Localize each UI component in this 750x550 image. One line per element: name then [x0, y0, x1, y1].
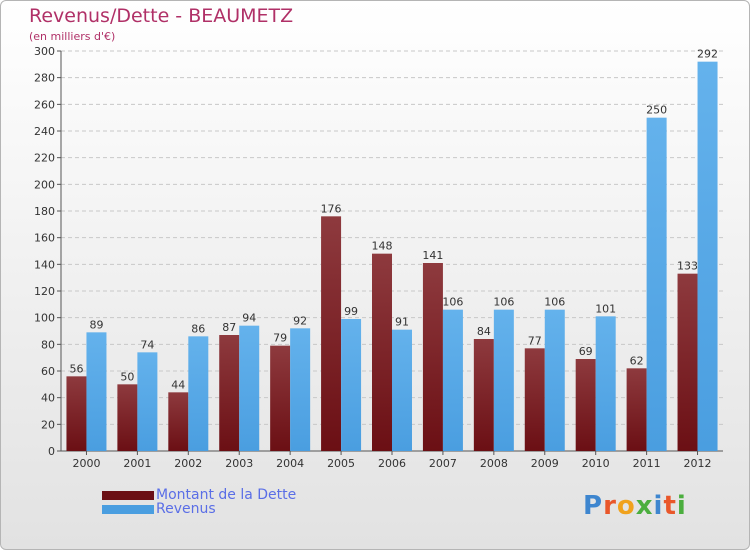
data-label-revenue: 250	[646, 104, 667, 117]
x-tick-label: 2012	[684, 457, 712, 470]
data-label-debt: 69	[579, 345, 593, 358]
bar-debt	[524, 348, 545, 451]
y-tick-label: 200	[34, 178, 55, 191]
bar-debt	[372, 253, 392, 451]
data-label-debt: 176	[321, 202, 342, 215]
logo-letter: o	[616, 491, 636, 521]
y-tick-label: 120	[34, 285, 55, 298]
logo-letter: i	[653, 491, 664, 521]
bar-revenue	[341, 319, 362, 451]
bar-revenue	[137, 352, 158, 451]
data-label-debt: 141	[422, 249, 443, 262]
data-label-revenue: 106	[442, 296, 463, 309]
legend-swatch-revenue	[102, 504, 154, 514]
data-label-revenue: 74	[140, 338, 154, 351]
legend-label-revenue: Revenus	[156, 501, 216, 517]
y-tick-label: 60	[41, 365, 55, 378]
logo-letter: P	[583, 491, 604, 521]
bar-debt	[422, 263, 443, 451]
x-tick-label: 2007	[429, 457, 457, 470]
y-tick-label: 240	[34, 125, 55, 138]
y-tick-label: 280	[34, 72, 55, 85]
data-label-debt: 56	[69, 362, 83, 375]
y-tick-label: 80	[41, 338, 55, 351]
bar-debt	[677, 273, 698, 451]
data-label-debt: 50	[120, 370, 134, 383]
bar-revenue	[493, 309, 514, 451]
proxiti-logo: Proxiti	[583, 491, 687, 521]
data-label-debt: 133	[677, 260, 698, 273]
y-tick-label: 0	[48, 445, 55, 458]
y-tick-label: 300	[34, 45, 55, 58]
bar-revenue	[188, 336, 209, 451]
bar-debt	[321, 216, 342, 451]
data-label-revenue: 292	[697, 48, 718, 61]
bar-debt	[117, 384, 138, 451]
y-tick-label: 180	[34, 205, 55, 218]
data-label-revenue: 106	[493, 296, 514, 309]
data-label-revenue: 86	[191, 322, 205, 335]
x-tick-label: 2009	[531, 457, 559, 470]
legend-label-debt: Montant de la Dette	[156, 487, 297, 503]
logo-letter: r	[603, 491, 617, 521]
data-label-debt: 79	[273, 332, 287, 345]
data-label-revenue: 92	[293, 314, 307, 327]
bar-debt	[270, 345, 291, 451]
data-label-debt: 148	[372, 240, 393, 253]
bar-revenue	[86, 332, 107, 451]
bar-debt	[626, 368, 647, 451]
bar-revenue	[544, 309, 565, 451]
bar-revenue	[239, 325, 260, 451]
x-tick-label: 2003	[225, 457, 253, 470]
y-tick-label: 140	[34, 258, 55, 271]
legend-swatch-debt	[102, 490, 154, 500]
data-label-revenue: 89	[89, 318, 103, 331]
data-label-debt: 87	[222, 321, 236, 334]
x-tick-label: 2002	[174, 457, 202, 470]
data-label-debt: 77	[528, 334, 542, 347]
y-tick-label: 20	[41, 418, 55, 431]
x-tick-label: 2010	[582, 457, 610, 470]
bar-revenue	[442, 309, 463, 451]
chart-subtitle: (en milliers d'€)	[29, 30, 116, 43]
bar-debt	[168, 392, 189, 451]
bar-debt	[575, 359, 596, 451]
bar-revenue	[697, 61, 718, 452]
bar-revenue	[646, 117, 667, 452]
y-tick-label: 100	[34, 312, 55, 325]
y-tick-label: 260	[34, 98, 55, 111]
data-label-revenue: 101	[595, 302, 616, 315]
x-tick-label: 2011	[633, 457, 661, 470]
x-tick-label: 2004	[276, 457, 304, 470]
data-label-revenue: 99	[344, 305, 358, 318]
logo-letter: x	[635, 491, 654, 521]
logo-letter: t	[663, 491, 677, 521]
bar-revenue	[392, 329, 412, 451]
bar-revenue	[595, 316, 616, 451]
x-tick-label: 2001	[123, 457, 151, 470]
chart-title: Revenus/Dette - BEAUMETZ	[29, 5, 294, 27]
data-label-revenue: 94	[242, 312, 256, 325]
y-tick-label: 40	[41, 392, 55, 405]
y-tick-label: 220	[34, 152, 55, 165]
legend-item-revenue: Revenus	[102, 501, 216, 517]
y-tick-label: 160	[34, 232, 55, 245]
bar-revenue	[290, 328, 311, 451]
x-tick-label: 2008	[480, 457, 508, 470]
x-tick-label: 2006	[378, 457, 406, 470]
bar-debt	[219, 335, 240, 451]
data-label-debt: 44	[171, 378, 185, 391]
data-label-revenue: 91	[395, 316, 409, 329]
data-label-debt: 62	[630, 354, 644, 367]
bar-debt	[66, 376, 87, 451]
bar-debt	[473, 339, 494, 451]
logo-letter: i	[676, 491, 687, 521]
data-label-debt: 84	[477, 325, 491, 338]
data-label-revenue: 106	[544, 296, 565, 309]
x-tick-label: 2000	[72, 457, 100, 470]
x-tick-label: 2005	[327, 457, 355, 470]
legend-item-debt: Montant de la Dette	[102, 487, 296, 503]
